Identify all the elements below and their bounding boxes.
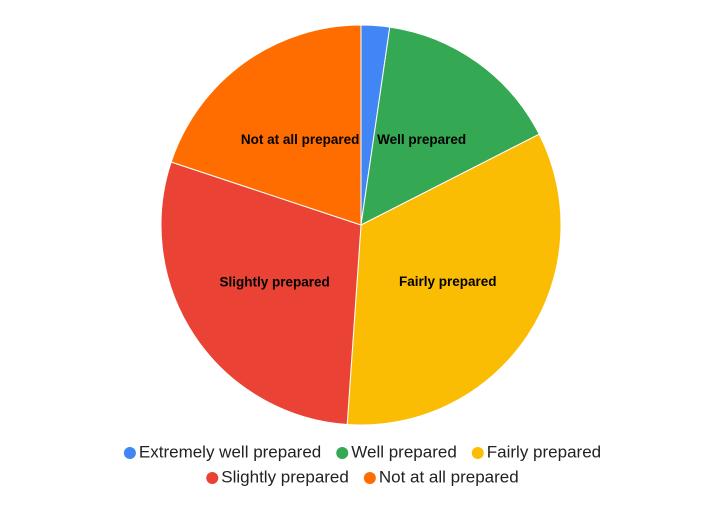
legend-marker: [471, 447, 484, 459]
legend-label: Extremely well prepared: [139, 442, 321, 461]
slice-label: Slightly prepared: [219, 274, 329, 289]
legend-marker: [123, 447, 136, 459]
legend-marker: [336, 447, 349, 459]
legend-marker: [363, 472, 376, 484]
legend-label: Well prepared: [351, 442, 457, 461]
legend-marker: [206, 472, 219, 484]
pie-slice: [170, 24, 362, 226]
slice-label: Not at all prepared: [241, 132, 360, 147]
legend-label: Not at all prepared: [379, 467, 519, 486]
legend-label: Fairly prepared: [487, 442, 601, 461]
slice-label: Fairly prepared: [399, 274, 497, 289]
slice-label: Well prepared: [377, 132, 466, 147]
pie-slice: [160, 161, 362, 426]
legend-label: Slightly prepared: [221, 467, 349, 486]
pie-slice: [346, 133, 562, 426]
pie-slice: [360, 26, 540, 226]
